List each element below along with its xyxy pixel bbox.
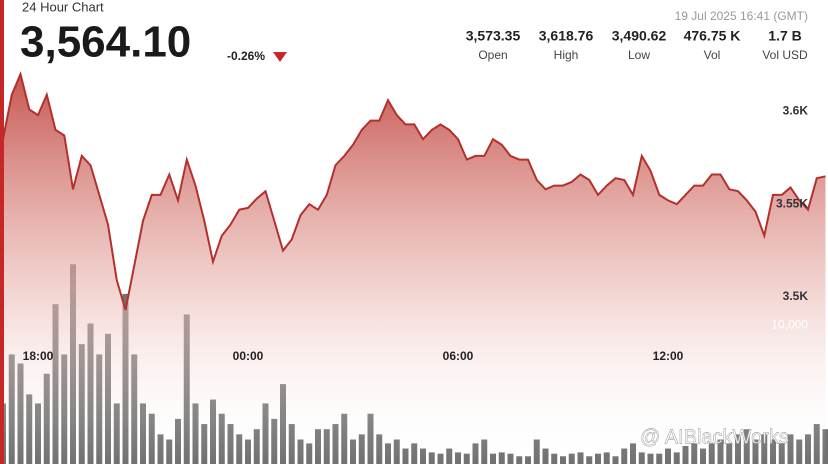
timestamp: 19 Jul 2025 16:41 (GMT) <box>675 9 808 23</box>
down-arrow <box>273 52 287 62</box>
y2-tick-label: 10,000 <box>771 317 808 331</box>
stat-value: 1.7 B <box>768 28 801 44</box>
stat-label: Vol USD <box>762 48 808 62</box>
stat-label: High <box>554 48 579 62</box>
y-tick-label: 3.55K <box>776 196 808 210</box>
stat-label: Vol <box>704 48 721 62</box>
stat-label: Open <box>478 48 507 62</box>
stat-label: Low <box>628 48 650 62</box>
price-area <box>3 74 826 464</box>
x-tick-label: 06:00 <box>443 349 474 363</box>
y-tick-label: 3.5K <box>783 289 809 303</box>
x-tick-label: 00:00 <box>233 349 264 363</box>
left-accent <box>0 0 4 464</box>
price: 3,564.10 <box>20 18 191 67</box>
subtitle: 24 Hour Chart <box>22 0 104 14</box>
stat-value: 3,573.35 <box>466 28 521 44</box>
stat-value: 476.75 K <box>684 28 741 44</box>
x-tick-label: 18:00 <box>23 349 54 363</box>
change: -0.26% <box>227 49 265 63</box>
stat-value: 3,490.62 <box>612 28 667 44</box>
stat-value: 3,618.76 <box>539 28 594 44</box>
watermark: @ AIBlackWorks <box>640 426 789 448</box>
x-tick-label: 12:00 <box>653 349 684 363</box>
price-line <box>2 71 826 311</box>
y-tick-label: 3.6K <box>783 104 809 118</box>
